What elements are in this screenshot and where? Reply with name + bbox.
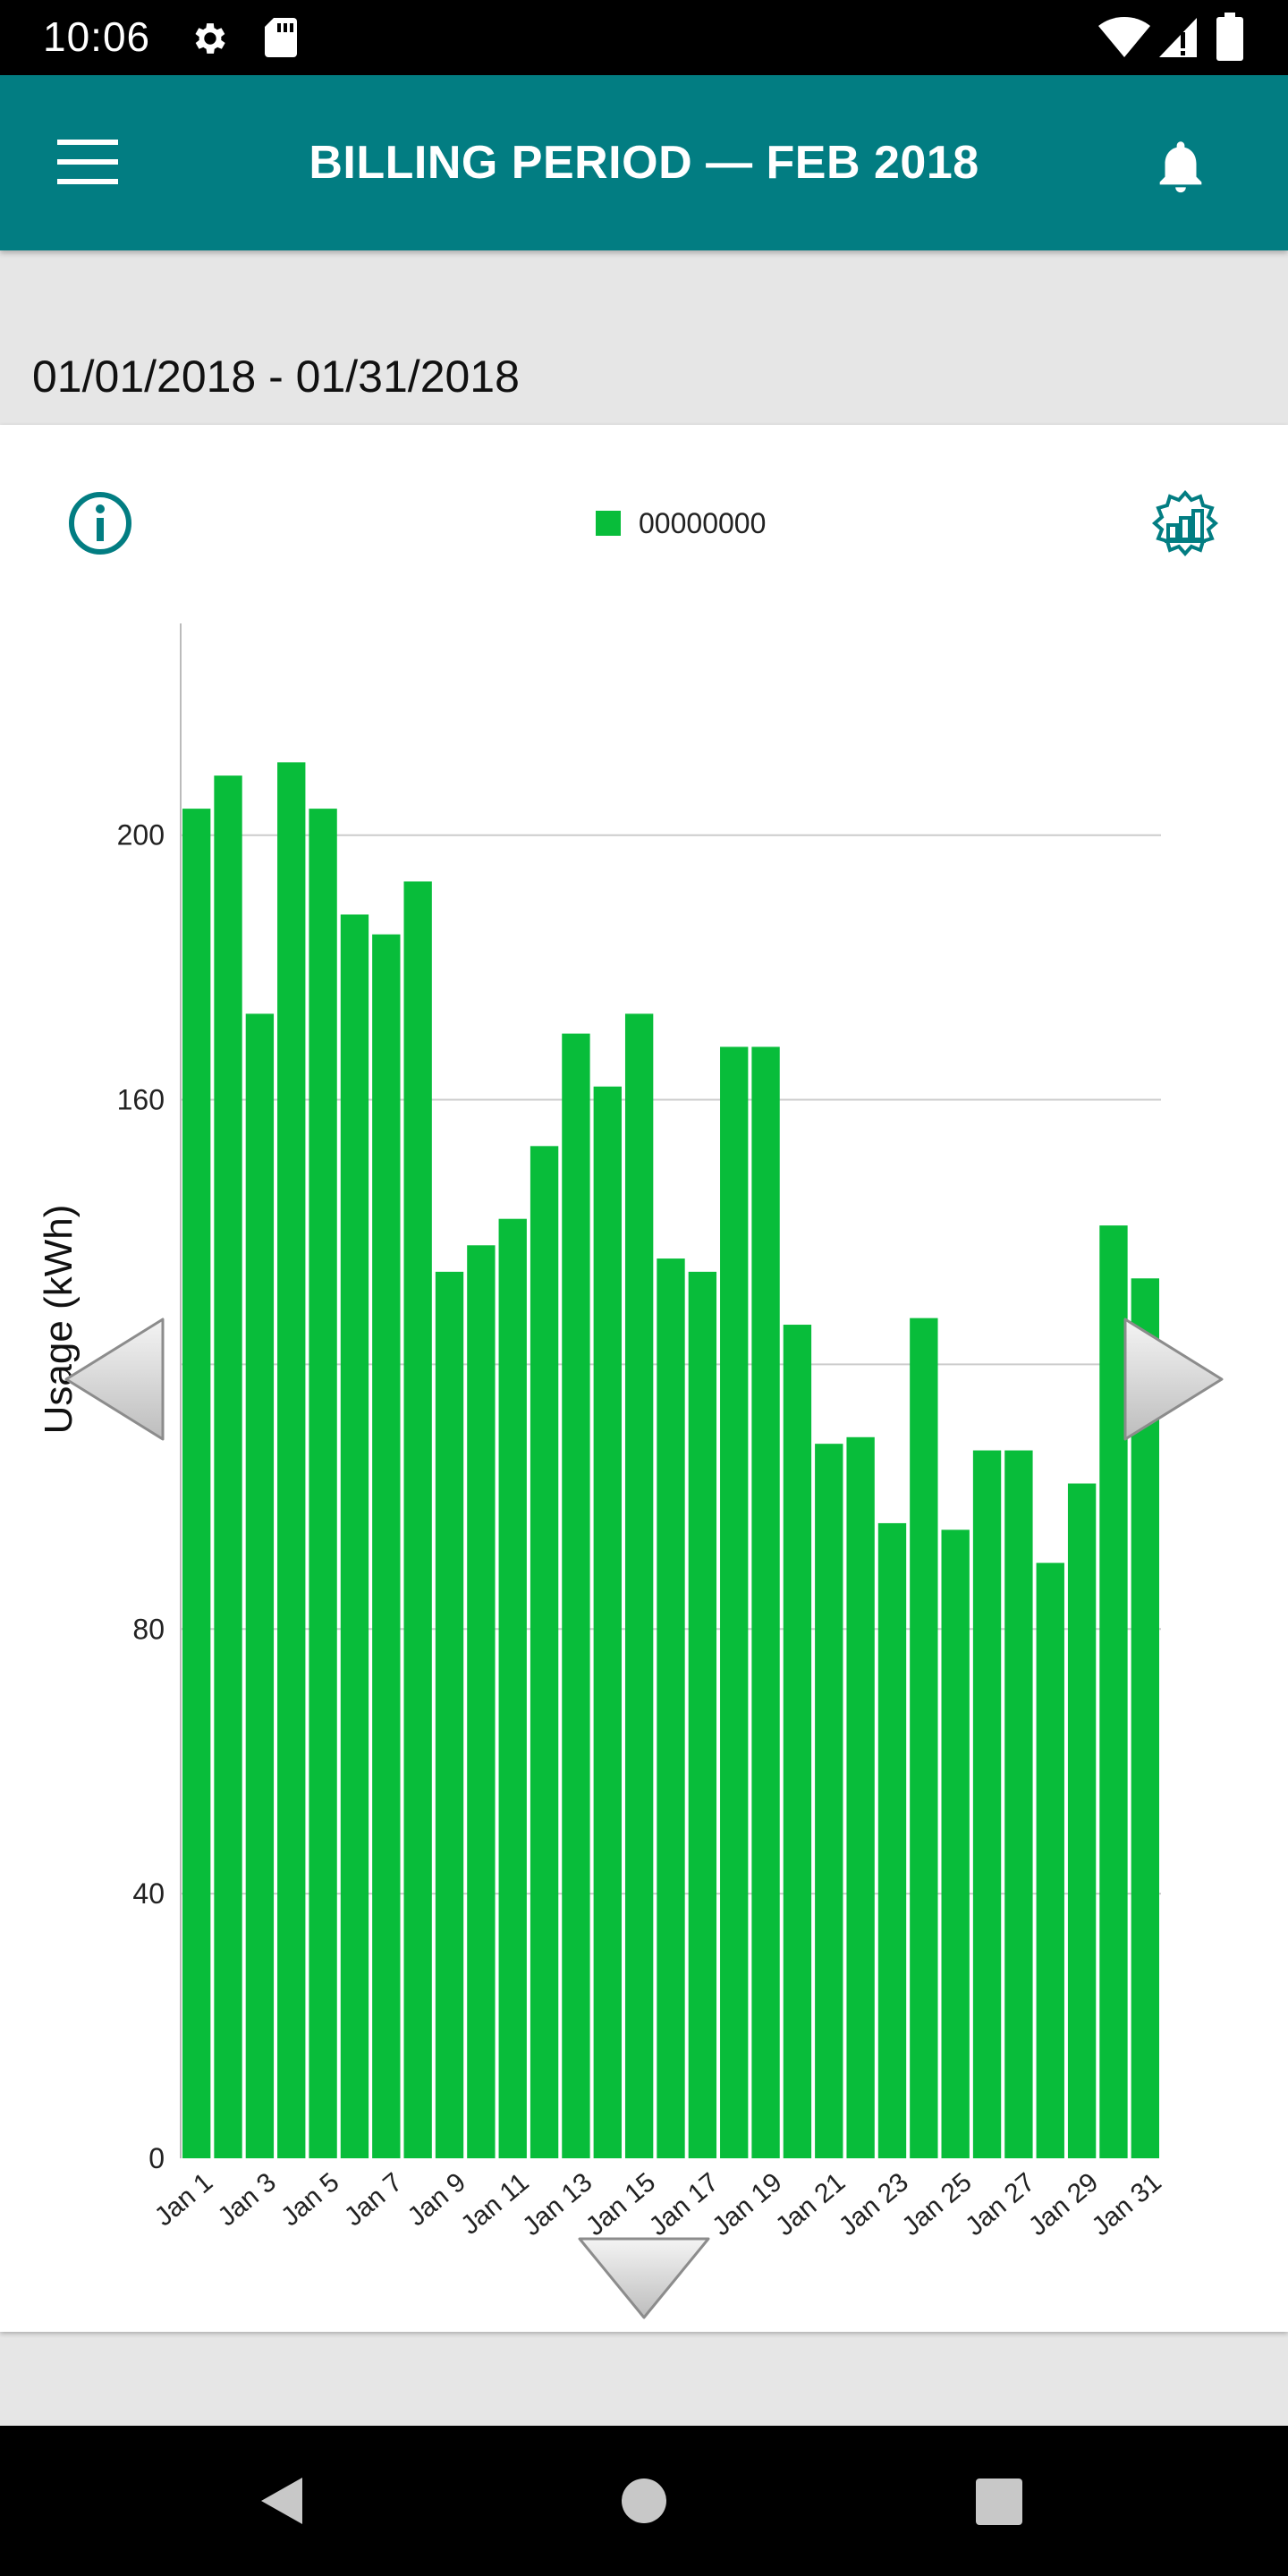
bar-jan-6[interactable]	[340, 914, 369, 2159]
x-tick-label: Jan 3	[212, 2167, 281, 2232]
arrow-down-icon[interactable]	[572, 2230, 716, 2328]
x-tick-label: Jan 19	[707, 2167, 787, 2241]
y-tick-label: 160	[117, 1084, 165, 1116]
bar-jan-2[interactable]	[214, 775, 242, 2158]
x-tick-label: Jan 25	[896, 2167, 977, 2241]
bar-jan-23[interactable]	[877, 1522, 907, 2158]
bar-jan-18[interactable]	[720, 1046, 749, 2158]
back-icon[interactable]	[256, 2474, 309, 2528]
gear-icon	[195, 23, 225, 54]
menu-icon[interactable]	[52, 140, 123, 190]
bar-jan-14[interactable]	[593, 1086, 622, 2158]
recents-icon[interactable]	[975, 2478, 1023, 2526]
x-tick-label: Jan 1	[149, 2167, 218, 2232]
app-bar: BILLING PERIOD — FEB 2018	[0, 75, 1288, 250]
bell-icon[interactable]	[1149, 134, 1212, 199]
bar-jan-27[interactable]	[1004, 1450, 1033, 2158]
bar-jan-5[interactable]	[309, 809, 337, 2158]
x-tick-label: Jan 23	[834, 2167, 914, 2241]
y-tick-label: 200	[117, 819, 165, 852]
bar-jan-11[interactable]	[498, 1218, 527, 2158]
bar-jan-19[interactable]	[751, 1046, 780, 2158]
home-icon[interactable]	[621, 2478, 667, 2524]
status-time: 10:06	[43, 13, 151, 60]
x-tick-label: Jan 11	[455, 2167, 535, 2241]
bar-jan-25[interactable]	[941, 1530, 970, 2158]
y-axis-title: Usage (kWh)	[37, 1205, 80, 1435]
bar-jan-24[interactable]	[910, 1318, 938, 2158]
legend-label: 00000000	[639, 507, 767, 539]
battery-icon	[1216, 13, 1243, 61]
cell-signal-icon	[1159, 18, 1197, 57]
bar-jan-4[interactable]	[277, 762, 306, 2158]
y-tick-label: 80	[132, 1613, 165, 1645]
bar-jan-13[interactable]	[562, 1033, 590, 2158]
arrow-right-icon[interactable]	[1114, 1312, 1231, 1446]
bar-jan-21[interactable]	[815, 1444, 843, 2158]
bar-jan-29[interactable]	[1067, 1483, 1097, 2158]
y-tick-label: 0	[148, 2142, 165, 2174]
bar-jan-8[interactable]	[403, 881, 432, 2158]
x-tick-label: Jan 21	[770, 2167, 851, 2241]
bar-jan-3[interactable]	[245, 1013, 275, 2158]
chart-settings-icon[interactable]	[1145, 487, 1225, 568]
chart-legend: 00000000	[596, 507, 766, 543]
arrow-left-icon[interactable]	[57, 1312, 174, 1446]
y-tick-label: 40	[132, 1877, 165, 1910]
page-title: BILLING PERIOD — FEB 2018	[309, 137, 979, 189]
bar-jan-15[interactable]	[624, 1013, 654, 2158]
bar-jan-22[interactable]	[846, 1436, 875, 2158]
bar-jan-17[interactable]	[688, 1271, 717, 2158]
bar-jan-20[interactable]	[783, 1325, 812, 2158]
legend-swatch	[596, 511, 621, 536]
x-tick-label: Jan 31	[1087, 2167, 1167, 2241]
x-tick-label: Jan 27	[960, 2167, 1040, 2241]
x-tick-label: Jan 29	[1023, 2167, 1104, 2241]
system-nav-bar	[0, 2426, 1288, 2576]
bar-jan-30[interactable]	[1099, 1225, 1128, 2158]
wifi-icon	[1098, 17, 1150, 57]
status-bar: 10:06	[0, 0, 1288, 75]
bar-jan-9[interactable]	[435, 1271, 464, 2158]
x-tick-label: Jan 7	[339, 2167, 408, 2232]
sd-card-icon	[265, 18, 297, 57]
bar-jan-16[interactable]	[657, 1258, 685, 2158]
date-range-label: 01/01/2018 - 01/31/2018	[32, 352, 520, 402]
bar-jan-12[interactable]	[530, 1146, 559, 2158]
bar-jan-10[interactable]	[467, 1245, 496, 2158]
bar-jan-1[interactable]	[182, 809, 211, 2158]
bar-jan-28[interactable]	[1036, 1563, 1064, 2158]
bar-jan-7[interactable]	[372, 934, 401, 2158]
x-tick-label: Jan 5	[275, 2167, 344, 2232]
bar-jan-26[interactable]	[972, 1450, 1002, 2158]
info-icon[interactable]	[64, 487, 136, 559]
